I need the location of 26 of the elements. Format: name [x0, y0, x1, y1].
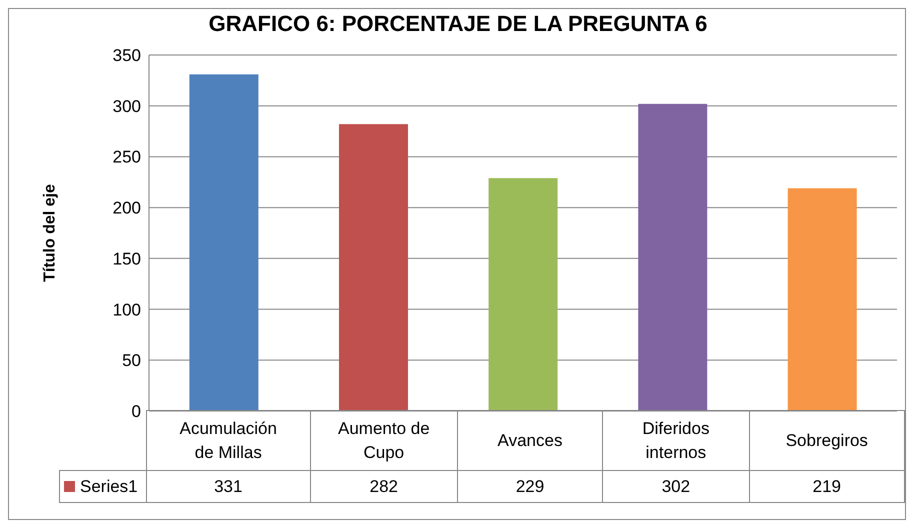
data-label: 282 [310, 470, 458, 502]
y-tick-label: 300 [112, 96, 141, 116]
y-tick-label: 200 [112, 198, 141, 218]
x-tick-label: Aumento de Cupo [310, 410, 458, 470]
x-tick-label: Avances [457, 410, 603, 470]
data-label: 302 [602, 470, 750, 502]
x-tick-label: Acumulación de Millas [146, 410, 310, 470]
bar [338, 124, 408, 411]
y-tick-label: 100 [112, 300, 141, 320]
y-tick-label: 250 [112, 148, 141, 167]
bar [189, 74, 258, 411]
y-tick-label: 150 [112, 249, 141, 268]
y-tick-label: 50 [122, 351, 141, 370]
bar [788, 188, 857, 411]
x-tick-label: Sobregiros [749, 410, 904, 470]
x-tick-label: Diferidos internos [602, 410, 750, 470]
y-tick-label: 0 [132, 402, 141, 422]
y-tick-label: 350 [112, 46, 141, 66]
data-label: 331 [146, 470, 310, 502]
data-label: 229 [457, 470, 603, 502]
bar [638, 104, 708, 411]
legend-label: Series1 [60, 470, 146, 502]
y-axis-title: Título del eje [42, 184, 59, 282]
data-label: 219 [749, 470, 904, 502]
bar [488, 178, 558, 411]
chart-title: GRAFICO 6: PORCENTAJE DE LA PREGUNTA 6 [208, 11, 708, 37]
